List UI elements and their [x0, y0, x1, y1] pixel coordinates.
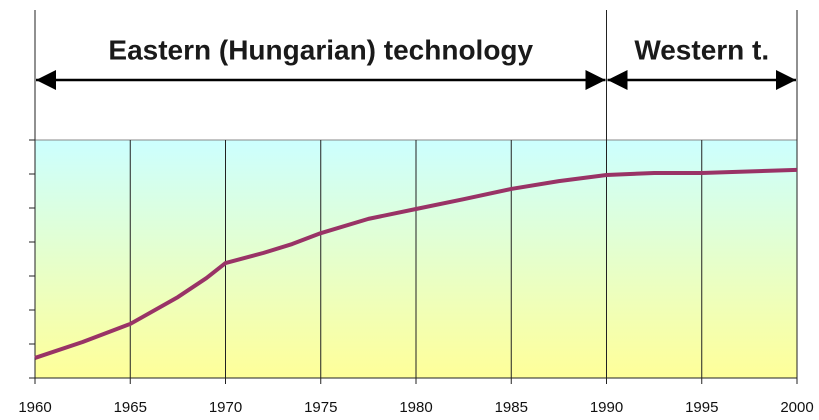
- x-tick-label: 1985: [495, 399, 528, 416]
- x-tick-label: 1970: [209, 399, 242, 416]
- span-label: Eastern (Hungarian) technology: [108, 34, 533, 65]
- x-tick-label: 1980: [399, 399, 432, 416]
- x-tick-label: 1965: [114, 399, 147, 416]
- x-tick-label: 1960: [18, 399, 51, 416]
- x-tick-label: 1975: [304, 399, 337, 416]
- x-tick-label: 2000: [780, 399, 813, 416]
- data-line: [34, 167, 798, 360]
- x-tick-label: 1995: [685, 399, 718, 416]
- x-tick-label: 1990: [590, 399, 623, 416]
- span-label: Western t.: [634, 34, 769, 65]
